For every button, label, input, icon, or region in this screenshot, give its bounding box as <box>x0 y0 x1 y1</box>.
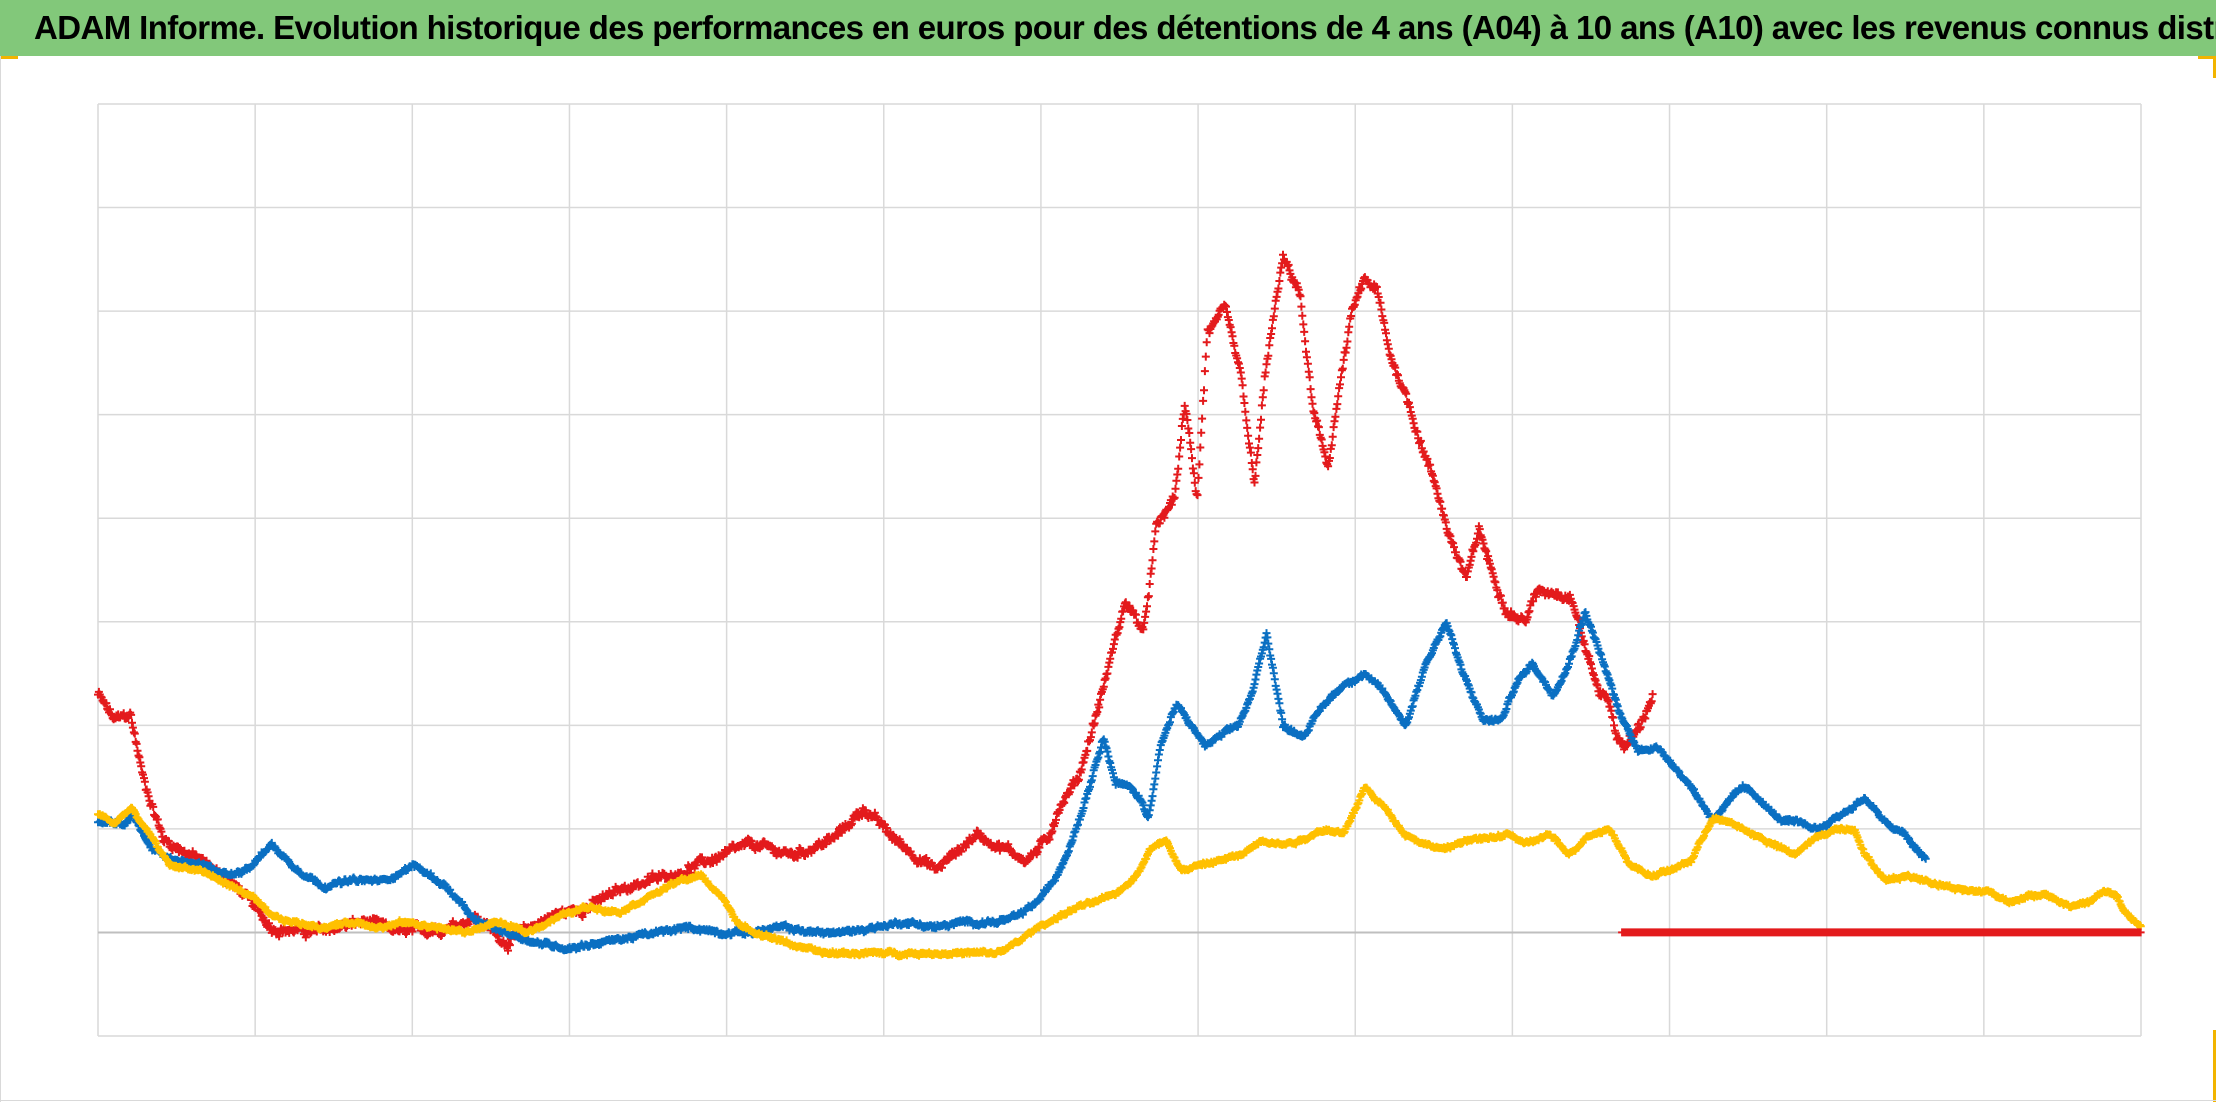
corner-accent-top-right-edge <box>2213 56 2216 78</box>
chart-title-bar: ADAM Informe. Evolution historique des p… <box>0 0 2216 56</box>
series-3-markers <box>94 783 2145 961</box>
chart-grid <box>97 103 2142 1037</box>
corner-accent-top-left <box>0 56 18 59</box>
frame-bottom-edge <box>0 1100 2216 1101</box>
corner-accent-top-right <box>2198 56 2216 59</box>
series-2-plus-points <box>94 608 1930 955</box>
chart-title: ADAM Informe. Evolution historique des p… <box>34 9 2216 46</box>
series-4-markers <box>1618 928 2145 937</box>
frame-left-edge <box>0 56 1 1102</box>
series-4-plus-points <box>1618 928 2145 937</box>
series-2-markers <box>94 608 1930 955</box>
corner-accent-bottom-right <box>2213 1030 2216 1102</box>
series-1-plus-points <box>94 250 1657 955</box>
series-1-markers <box>94 250 1657 955</box>
chart-series <box>94 250 2145 961</box>
series-3-plus-points <box>94 783 2145 961</box>
